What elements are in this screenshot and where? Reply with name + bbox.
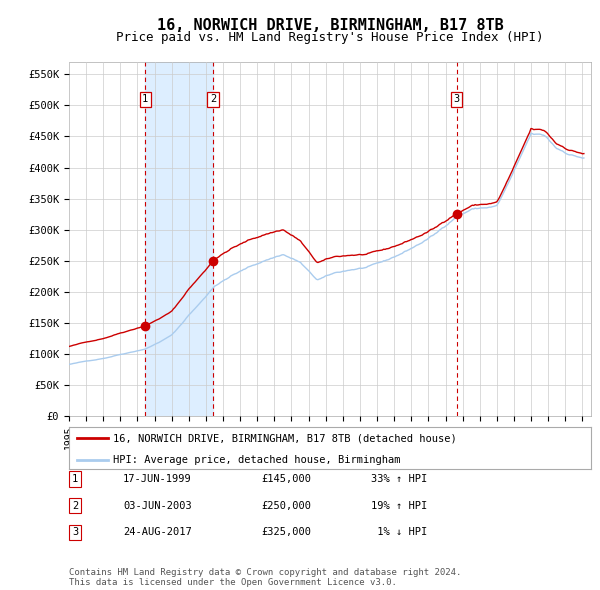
Text: 16, NORWICH DRIVE, BIRMINGHAM, B17 8TB (detached house): 16, NORWICH DRIVE, BIRMINGHAM, B17 8TB (… [113,434,457,444]
Text: 2: 2 [210,94,216,104]
Text: Contains HM Land Registry data © Crown copyright and database right 2024.
This d: Contains HM Land Registry data © Crown c… [69,568,461,587]
Text: HPI: Average price, detached house, Birmingham: HPI: Average price, detached house, Birm… [113,455,401,465]
Text: 3: 3 [72,527,78,537]
Text: 2: 2 [72,501,78,510]
Text: Price paid vs. HM Land Registry's House Price Index (HPI): Price paid vs. HM Land Registry's House … [116,31,544,44]
Text: 1% ↓ HPI: 1% ↓ HPI [371,527,427,537]
Text: 3: 3 [454,94,460,104]
Text: 1: 1 [72,474,78,484]
Text: 1: 1 [142,94,148,104]
Text: 16, NORWICH DRIVE, BIRMINGHAM, B17 8TB: 16, NORWICH DRIVE, BIRMINGHAM, B17 8TB [157,18,503,32]
Text: 17-JUN-1999: 17-JUN-1999 [123,474,192,484]
Text: 33% ↑ HPI: 33% ↑ HPI [371,474,427,484]
Text: 24-AUG-2017: 24-AUG-2017 [123,527,192,537]
Text: £145,000: £145,000 [261,474,311,484]
Text: £325,000: £325,000 [261,527,311,537]
Bar [145,62,213,416]
Text: 03-JUN-2003: 03-JUN-2003 [123,501,192,510]
Text: 19% ↑ HPI: 19% ↑ HPI [371,501,427,510]
Text: £250,000: £250,000 [261,501,311,510]
